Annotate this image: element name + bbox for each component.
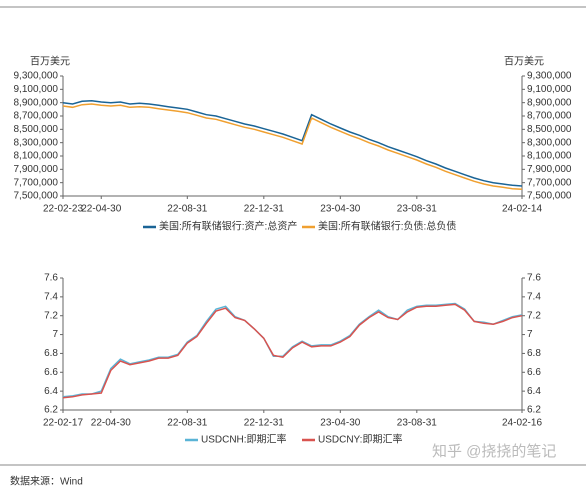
y2-tick-label: 6.4 (527, 386, 541, 397)
y2-tick-label: 8,100,000 (527, 151, 572, 162)
y-tick-label: 7 (52, 329, 58, 340)
x-tick-label: 22-02-23 (43, 204, 83, 215)
y-tick-label: 8,500,000 (14, 124, 59, 135)
y-tick-label: 8,700,000 (14, 111, 59, 122)
series-line (62, 303, 523, 399)
x-tick-label: 22-08-31 (167, 204, 207, 215)
legend-label: USDCNY:即期汇率 (318, 433, 402, 446)
source: 数据来源：Wind (10, 475, 83, 488)
series-line (62, 302, 523, 398)
x-tick-label: 23-04-30 (320, 418, 360, 429)
y-tick-label: 7,700,000 (14, 177, 59, 188)
x-tick-label: 22-04-30 (81, 204, 121, 215)
y-tick-label: 9,300,000 (14, 71, 59, 82)
y2-tick-label: 6.8 (527, 348, 541, 359)
y2-tick-label: 7.4 (527, 291, 541, 302)
y2-tick-label: 7.6 (527, 273, 541, 284)
series-line (62, 103, 523, 191)
y-tick-label: 7.4 (44, 291, 58, 302)
y-unit: 百万美元 (30, 55, 70, 68)
x-tick-label: 22-12-31 (244, 204, 284, 215)
y2-unit: 百万美元 (504, 55, 544, 68)
y2-tick-label: 8,500,000 (527, 124, 572, 135)
y-tick-label: 8,100,000 (14, 151, 59, 162)
x-tick-label: 22-04-30 (91, 418, 131, 429)
y-tick-label: 7,900,000 (14, 164, 59, 175)
y2-tick-label: 7,900,000 (527, 164, 572, 175)
y-tick-label: 6.4 (44, 386, 58, 397)
x-tick-label: 22-12-31 (244, 418, 284, 429)
y-tick-label: 6.6 (44, 367, 58, 378)
y-tick-label: 7,500,000 (14, 191, 59, 202)
x-tick-label: 23-08-31 (397, 204, 437, 215)
legend-label: 美国:所有联储银行:资产:总资产 (159, 220, 297, 233)
y-tick-label: 6.8 (44, 348, 58, 359)
y2-tick-label: 7.2 (527, 310, 541, 321)
y-tick-label: 6.2 (44, 405, 58, 416)
x-tick-label: 23-04-30 (320, 204, 360, 215)
y-tick-label: 7.2 (44, 310, 58, 321)
y2-tick-label: 9,100,000 (527, 84, 572, 95)
y2-tick-label: 9,300,000 (527, 71, 572, 82)
x-tick-label: 24-02-14 (502, 204, 542, 215)
x-tick-label: 24-02-16 (502, 418, 542, 429)
y-tick-label: 8,300,000 (14, 137, 59, 148)
y2-tick-label: 6.2 (527, 405, 541, 416)
x-tick-label: 22-02-17 (43, 418, 83, 429)
y2-tick-label: 6.6 (527, 367, 541, 378)
legend-label: 美国:所有联储银行:负债:总负债 (318, 220, 456, 233)
y-tick-label: 7.6 (44, 273, 58, 284)
y-tick-label: 8,900,000 (14, 97, 59, 108)
y2-tick-label: 7,700,000 (527, 177, 572, 188)
y-tick-label: 9,100,000 (14, 84, 59, 95)
series-line (62, 99, 523, 187)
y2-tick-label: 7 (527, 329, 533, 340)
x-tick-label: 22-08-31 (167, 418, 207, 429)
y2-tick-label: 7,500,000 (527, 191, 572, 202)
y2-tick-label: 8,700,000 (527, 111, 572, 122)
watermark: 知乎 @挠挠的笔记 (432, 443, 556, 460)
legend-label: USDCNH:即期汇率 (201, 433, 287, 446)
x-tick-label: 23-08-31 (397, 418, 437, 429)
y2-tick-label: 8,300,000 (527, 137, 572, 148)
y2-tick-label: 8,900,000 (527, 97, 572, 108)
